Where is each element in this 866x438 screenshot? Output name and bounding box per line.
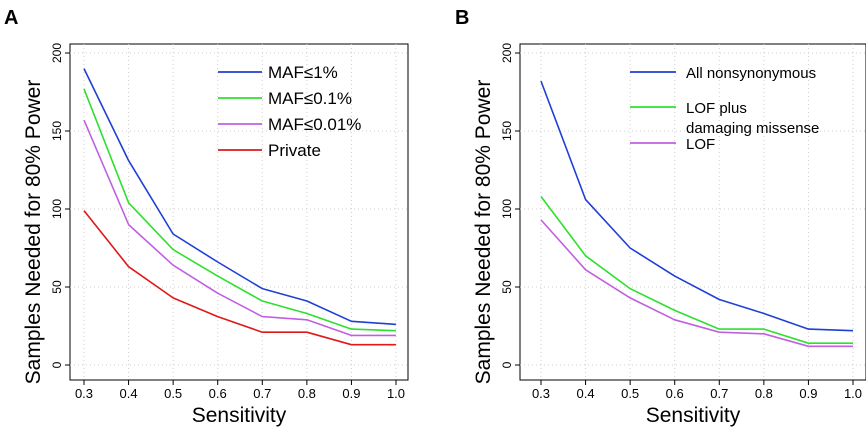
x-tick-label: 0.9 bbox=[342, 386, 360, 401]
panel-b: B 0.3 0.4 0.5 0.6 0.7 0.8 0.9 1.0 0 50 100 150 200 Sen… bbox=[455, 7, 866, 427]
legend-label: All nonsynonymous bbox=[686, 65, 816, 82]
plot-frame bbox=[69, 43, 409, 381]
plot-frame bbox=[519, 43, 866, 381]
legend-label: damaging missense bbox=[686, 120, 819, 137]
series-line-2 bbox=[540, 196, 853, 345]
x-tick-label: 0.7 bbox=[253, 386, 271, 401]
x-tick-label: 1.0 bbox=[387, 386, 405, 401]
x-tick-label: 0.3 bbox=[532, 386, 550, 401]
legend-label: LOF bbox=[686, 136, 715, 153]
x-tick-label: 0.9 bbox=[799, 386, 817, 401]
x-tick-label: 0.6 bbox=[666, 386, 684, 401]
series-line-3 bbox=[83, 119, 396, 337]
y-tick-label: 50 bbox=[500, 280, 514, 294]
y-axis-title: Samples Needed for 80% Power bbox=[472, 80, 495, 385]
x-tick-label: 0.7 bbox=[710, 386, 728, 401]
y-tick-label: 100 bbox=[50, 199, 64, 219]
series-line-1 bbox=[540, 80, 854, 332]
grid-lines bbox=[70, 44, 408, 380]
y-tick-label: 150 bbox=[500, 121, 514, 141]
series-line-2 bbox=[83, 88, 397, 332]
legend-label: Private bbox=[268, 141, 321, 160]
series-line-4 bbox=[83, 210, 396, 346]
x-tick-label: 0.8 bbox=[298, 386, 316, 401]
panel-a: A 0.3 0.4 0.5 0.6 0.7 0.8 0.9 1.0 0 50 100 150 200 Sen… bbox=[4, 7, 409, 427]
y-tick-label: 200 bbox=[500, 43, 514, 63]
x-tick-label: 0.5 bbox=[621, 386, 639, 401]
y-tick-label: 0 bbox=[500, 361, 514, 368]
y-axis-title: Samples Needed for 80% Power bbox=[22, 80, 45, 385]
x-tick-label: 0.6 bbox=[209, 386, 227, 401]
x-tick-label: 0.4 bbox=[577, 386, 595, 401]
x-axis-title: Sensitivity bbox=[646, 404, 741, 427]
series-line-3 bbox=[540, 219, 853, 348]
y-tick-label: 200 bbox=[50, 43, 64, 63]
legend: MAF≤1% MAF≤0.1% MAF≤0.01% Private bbox=[218, 63, 361, 160]
legend-label: MAF≤1% bbox=[268, 63, 338, 82]
y-tick-label: 150 bbox=[50, 121, 64, 141]
x-tick-label: 0.3 bbox=[75, 386, 93, 401]
legend-label: MAF≤0.1% bbox=[268, 89, 352, 108]
x-tick-label: 1.0 bbox=[844, 386, 862, 401]
x-tick-label: 0.4 bbox=[120, 386, 138, 401]
legend-label: MAF≤0.01% bbox=[268, 115, 361, 134]
x-axis-title: Sensitivity bbox=[192, 404, 287, 427]
x-tick-label: 0.5 bbox=[164, 386, 182, 401]
grid-lines bbox=[520, 44, 866, 380]
y-tick-label: 100 bbox=[500, 199, 514, 219]
panel-label: A bbox=[4, 7, 18, 29]
series-line-1 bbox=[83, 68, 397, 326]
y-tick-label: 0 bbox=[50, 361, 64, 368]
panel-label: B bbox=[455, 7, 469, 29]
y-tick-label: 50 bbox=[50, 280, 64, 294]
legend: All nonsynonymous LOF plus damaging missen… bbox=[630, 65, 819, 153]
x-tick-label: 0.8 bbox=[755, 386, 773, 401]
legend-label: LOF plus bbox=[686, 100, 747, 117]
